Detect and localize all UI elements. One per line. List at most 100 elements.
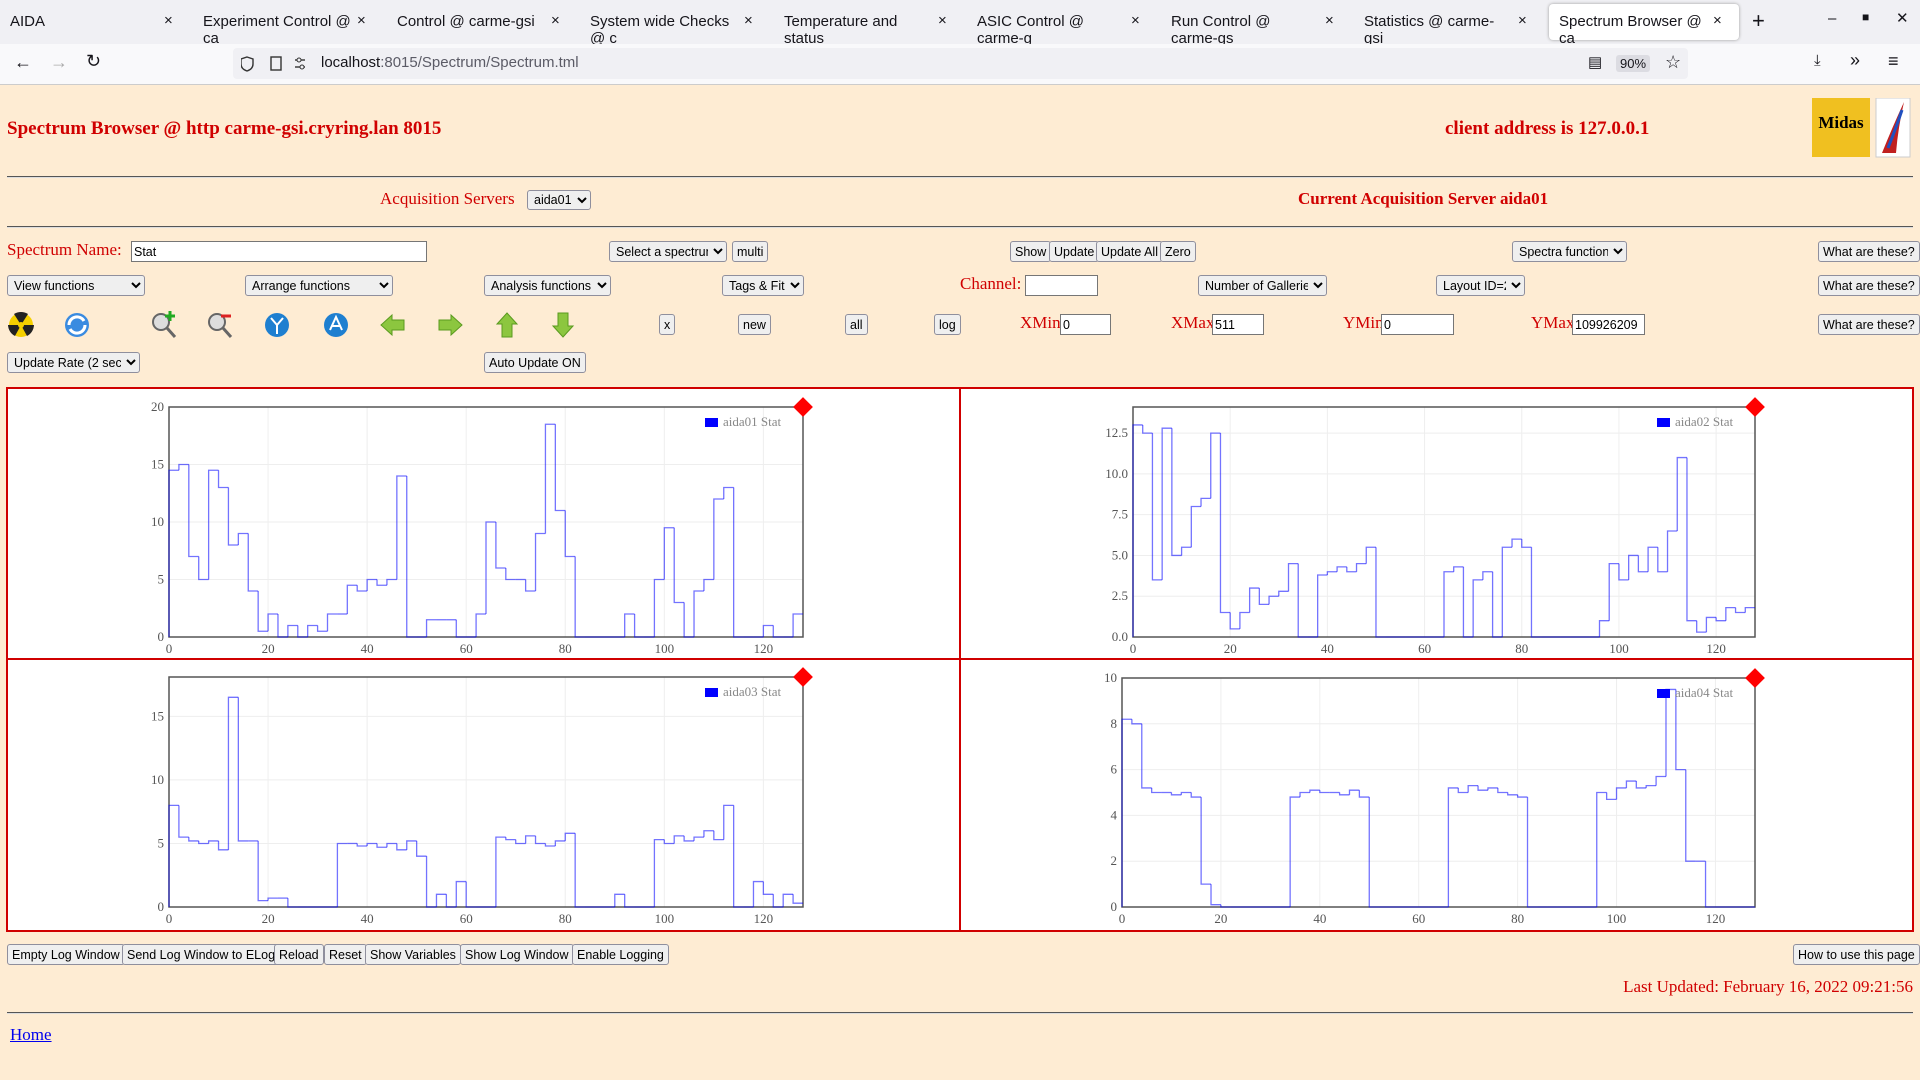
close-marker bbox=[793, 667, 813, 687]
layout-select[interactable]: Layout ID=2 bbox=[1436, 275, 1525, 296]
x-tick-label: 60 bbox=[1412, 911, 1425, 926]
zoom-out-icon[interactable] bbox=[208, 313, 233, 338]
arrange-functions[interactable]: Arrange functions bbox=[245, 275, 393, 296]
log-window-button[interactable]: Show Log Window bbox=[460, 944, 574, 965]
tab[interactable]: AIDA × bbox=[0, 4, 190, 40]
channel-input[interactable] bbox=[1025, 275, 1098, 296]
help-page-button[interactable]: How to use this page bbox=[1793, 944, 1920, 965]
tab-close[interactable]: × bbox=[744, 12, 753, 29]
auto-update-button[interactable]: Auto Update ON bbox=[484, 352, 586, 373]
tab-close[interactable]: × bbox=[1131, 12, 1140, 29]
tab-close[interactable]: × bbox=[1713, 12, 1722, 29]
spectrum-step bbox=[287, 898, 298, 908]
tab-close[interactable]: × bbox=[1325, 12, 1334, 29]
back[interactable]: ← bbox=[14, 52, 32, 72]
spectrum-step bbox=[1142, 424, 1153, 434]
zero-button[interactable]: Zero bbox=[1160, 241, 1196, 262]
xmin-input[interactable] bbox=[1060, 314, 1111, 335]
tab[interactable]: System wide Checks @ c × bbox=[580, 4, 770, 47]
spectrum-step bbox=[1685, 769, 1696, 862]
left-icon[interactable] bbox=[380, 313, 405, 337]
spectrum-step bbox=[614, 893, 625, 907]
up-icon[interactable] bbox=[495, 312, 519, 338]
spectrum-step bbox=[237, 532, 249, 545]
spectrum-select[interactable]: Select a spectrum bbox=[609, 241, 727, 262]
x-button[interactable]: x bbox=[659, 314, 676, 335]
spectrum-step bbox=[1696, 620, 1707, 633]
tab-close[interactable]: × bbox=[1518, 12, 1527, 29]
xmax-input[interactable] bbox=[1212, 314, 1264, 335]
all-button[interactable]: all bbox=[845, 314, 868, 335]
home-link[interactable]: Home bbox=[10, 1025, 52, 1044]
help-button[interactable]: What are these? bbox=[1818, 275, 1920, 296]
down-icon[interactable] bbox=[551, 312, 575, 338]
active-tab[interactable]: Spectrum Browser @ ca × bbox=[1549, 4, 1739, 47]
forward[interactable]: → bbox=[50, 52, 68, 72]
log-button[interactable]: Empty Log Window bbox=[7, 944, 125, 965]
tab[interactable]: Control @ carme-gsi × bbox=[387, 4, 577, 40]
multi-button[interactable]: multi bbox=[732, 241, 769, 262]
reload[interactable]: ↻ bbox=[86, 51, 102, 71]
show-button[interactable]: Show bbox=[1010, 241, 1052, 262]
update-all-button[interactable]: Update All bbox=[1096, 241, 1163, 262]
tags-fits[interactable]: Tags & Fits bbox=[722, 275, 804, 296]
maximize[interactable]: ■ bbox=[1862, 10, 1870, 24]
spectrum-step bbox=[713, 830, 724, 841]
radiation-icon[interactable] bbox=[8, 311, 34, 337]
refresh-icon[interactable] bbox=[65, 313, 89, 337]
spectrum-name[interactable] bbox=[131, 241, 427, 262]
spectrum-step bbox=[1521, 539, 1532, 548]
bookmark[interactable]: ☆ bbox=[1665, 52, 1682, 72]
expand-x-icon[interactable] bbox=[265, 313, 289, 337]
spectrum-step bbox=[356, 585, 368, 592]
tab-close[interactable]: × bbox=[938, 12, 947, 29]
log-button[interactable]: log bbox=[934, 314, 961, 335]
spectrum-step bbox=[1675, 689, 1686, 771]
expand-y-icon[interactable] bbox=[324, 313, 348, 337]
log-button[interactable]: Send Log Window to ELog bbox=[122, 944, 281, 965]
minimize[interactable]: – bbox=[1828, 10, 1837, 27]
tab-close[interactable]: × bbox=[357, 12, 366, 29]
tab[interactable]: Temperature and status × bbox=[774, 4, 964, 47]
help-button[interactable]: What are these? bbox=[1818, 241, 1920, 262]
spectrum-step bbox=[1635, 781, 1647, 789]
tab[interactable]: Statistics @ carme-gsi × bbox=[1354, 4, 1544, 47]
tab[interactable]: Experiment Control @ ca × bbox=[193, 4, 383, 47]
variables-button[interactable]: Show Variables bbox=[365, 944, 461, 965]
logging-button[interactable]: Enable Logging bbox=[572, 944, 669, 965]
spectrum-step bbox=[683, 835, 695, 842]
spectra-functions[interactable]: Spectra functions bbox=[1512, 241, 1627, 262]
spectrum-step bbox=[1467, 784, 1479, 793]
y-tick-label: 5 bbox=[158, 835, 165, 850]
server-select[interactable]: aida01 bbox=[527, 190, 591, 210]
tab[interactable]: ASIC Control @ carme-g × bbox=[967, 4, 1157, 47]
tab-close[interactable]: × bbox=[164, 12, 173, 29]
spectrum-step bbox=[1171, 428, 1182, 557]
zoom-in-icon[interactable] bbox=[152, 311, 177, 338]
analysis-functions[interactable]: Analysis functions bbox=[484, 275, 611, 296]
update-rate[interactable]: Update Rate (2 secs) bbox=[7, 352, 140, 373]
close-window[interactable]: ✕ bbox=[1896, 10, 1909, 27]
reader-icon[interactable]: ▤ bbox=[1588, 54, 1603, 71]
reload-button[interactable]: Reload bbox=[274, 944, 324, 965]
new-button[interactable]: new bbox=[738, 314, 771, 335]
ymax-input[interactable] bbox=[1572, 314, 1645, 335]
view-functions[interactable]: View functions bbox=[7, 275, 145, 296]
update-button[interactable]: Update bbox=[1049, 241, 1100, 262]
tab[interactable]: Run Control @ carme-gs × bbox=[1161, 4, 1351, 47]
tab-close[interactable]: × bbox=[551, 12, 560, 29]
ymin-input[interactable] bbox=[1381, 314, 1454, 335]
url-bar[interactable]: localhost:8015/Spectrum/Spectrum.tml 90%… bbox=[233, 48, 1688, 79]
spectrum-step bbox=[1605, 792, 1617, 801]
spectrum-step bbox=[386, 578, 397, 586]
menu[interactable]: ≡ bbox=[1888, 51, 1899, 71]
new-tab[interactable]: + bbox=[1752, 8, 1765, 33]
downloads[interactable]: ⤓ bbox=[1814, 52, 1821, 69]
reset-button[interactable]: Reset bbox=[324, 944, 367, 965]
help-button[interactable]: What are these? bbox=[1818, 314, 1920, 335]
galleries-select[interactable]: Number of Galleries bbox=[1198, 275, 1327, 296]
overflow[interactable]: » bbox=[1850, 50, 1861, 70]
zoom-level[interactable]: 90% bbox=[1616, 55, 1651, 72]
right-icon[interactable] bbox=[438, 313, 463, 337]
x-tick-label: 100 bbox=[1607, 911, 1627, 926]
